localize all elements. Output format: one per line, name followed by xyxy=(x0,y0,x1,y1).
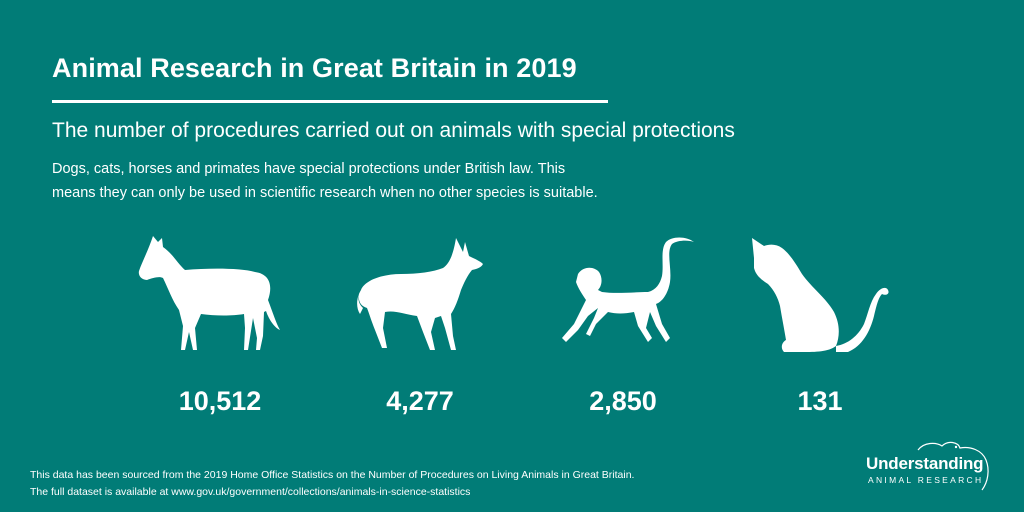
description: Dogs, cats, horses and primates have spe… xyxy=(52,157,692,205)
horse-count: 10,512 xyxy=(178,386,262,416)
subtitle: The number of procedures carried out on … xyxy=(52,119,735,142)
logo-word-animal-research: ANIMAL RESEARCH xyxy=(868,475,984,485)
monkey-icon xyxy=(538,228,718,358)
footer-line-1: This data has been sourced from the 2019… xyxy=(30,469,635,481)
page-title: Animal Research in Great Britain in 2019 xyxy=(52,53,577,83)
cat-count: 131 xyxy=(797,386,843,416)
title-underline xyxy=(52,100,608,103)
logo-animal-outline-icon xyxy=(917,441,989,491)
cat-icon xyxy=(730,228,910,358)
understanding-animal-research-logo[interactable]: Understanding ANIMAL RESEARCH xyxy=(858,438,998,498)
logo-word-understanding: Understanding xyxy=(866,454,984,473)
footer-source: This data has been sourced from the 2019… xyxy=(30,467,634,501)
description-line-2: means they can only be used in scientifi… xyxy=(52,185,598,201)
horse-icon xyxy=(115,228,295,358)
monkey-count: 2,850 xyxy=(589,386,657,416)
dog-icon xyxy=(323,228,503,358)
description-line-1: Dogs, cats, horses and primates have spe… xyxy=(52,161,566,177)
dog-count: 4,277 xyxy=(386,386,454,416)
footer-line-2: The full dataset is available at www.gov… xyxy=(30,486,471,498)
